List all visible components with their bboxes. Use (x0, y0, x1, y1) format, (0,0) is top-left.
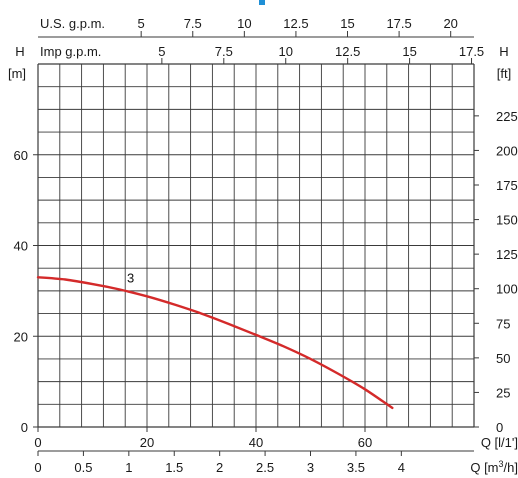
q-m3h-tick-label: 0 (34, 460, 41, 475)
imp-gpm-tick-label: 15 (402, 44, 416, 59)
right-axis-tick-label: 100 (496, 282, 518, 297)
q-lmin-label: Q [l/1'] (481, 435, 518, 450)
imp-gpm-tick-label: 10 (278, 44, 292, 59)
q-lmin-tick-label: 20 (140, 435, 154, 450)
q-m3h-tick-label: 3 (307, 460, 314, 475)
right-axis-tick-label: 150 (496, 213, 518, 228)
right-axis-tick-label: 175 (496, 178, 518, 193)
series-layer: 3 (36, 271, 394, 410)
us-gpm-tick-label: 10 (237, 16, 251, 31)
us-gpm-tick-label: 17.5 (386, 16, 411, 31)
us-gpm-ticks: 5 7.5 10 12.5 15 17.5 20 (138, 16, 458, 37)
us-gpm-tick-label: 20 (443, 16, 457, 31)
q-m3h-tick-label: 3.5 (347, 460, 365, 475)
imp-gpm-tick-label: 12.5 (335, 44, 360, 59)
imp-gpm-tick-label: 5 (158, 44, 165, 59)
imp-gpm-tick-label: 7.5 (215, 44, 233, 59)
q-m3h-label: Q [m3/h] (470, 459, 518, 475)
right-axis-tick-label: 125 (496, 247, 518, 262)
q-m3h-ticks: 0 0.5 1 1.5 2 2.5 3 3.5 4 (34, 451, 405, 475)
top-accent-mark (259, 0, 265, 5)
curve-label: 3 (127, 271, 134, 286)
us-gpm-tick-label: 7.5 (184, 16, 202, 31)
pump-curve-line (36, 276, 394, 410)
left-axis-tick-label: 60 (14, 148, 28, 163)
us-gpm-label: U.S. g.p.m. (40, 16, 105, 31)
right-axis-tick-label: 50 (496, 351, 510, 366)
q-m3h-tick-label: 1 (125, 460, 132, 475)
right-axis-tick-label: 200 (496, 143, 518, 158)
us-gpm-tick-label: 15 (340, 16, 354, 31)
q-m3h-tick-label: 1.5 (165, 460, 183, 475)
grid (37, 63, 475, 428)
right-axis-title-unit: [ft] (497, 66, 511, 81)
right-axis-tick-label: 0 (496, 420, 503, 435)
imp-gpm-label: Imp g.p.m. (40, 44, 101, 59)
imp-gpm-ticks: 5 7.5 10 12.5 15 17.5 (158, 44, 484, 64)
us-gpm-tick-label: 5 (138, 16, 145, 31)
q-lmin-ticks: 0 20 40 60 (34, 427, 372, 450)
right-axis-ticks: 0 25 50 75 100 125 150 175 200 225 (474, 109, 518, 435)
left-axis-ticks: 0 20 40 60 (14, 148, 38, 435)
us-gpm-tick-label: 12.5 (283, 16, 308, 31)
q-lmin-tick-label: 40 (249, 435, 263, 450)
q-lmin-tick-label: 0 (34, 435, 41, 450)
q-lmin-tick-label: 60 (358, 435, 372, 450)
right-axis-tick-label: 225 (496, 109, 518, 124)
q-m3h-tick-label: 2 (216, 460, 223, 475)
left-axis-tick-label: 40 (14, 239, 28, 254)
q-m3h-tick-label: 0.5 (74, 460, 92, 475)
left-axis-title-h: H (15, 44, 24, 59)
left-axis-tick-label: 20 (14, 329, 28, 344)
left-axis-title-unit: [m] (8, 66, 26, 81)
left-axis-tick-label: 0 (21, 420, 28, 435)
right-axis-tick-label: 75 (496, 316, 510, 331)
q-m3h-tick-label: 2.5 (256, 460, 274, 475)
right-axis-title-h: H (499, 44, 508, 59)
right-axis-tick-label: 25 (496, 385, 510, 400)
imp-gpm-tick-label: 17.5 (459, 44, 484, 59)
q-m3h-tick-label: 4 (398, 460, 405, 475)
